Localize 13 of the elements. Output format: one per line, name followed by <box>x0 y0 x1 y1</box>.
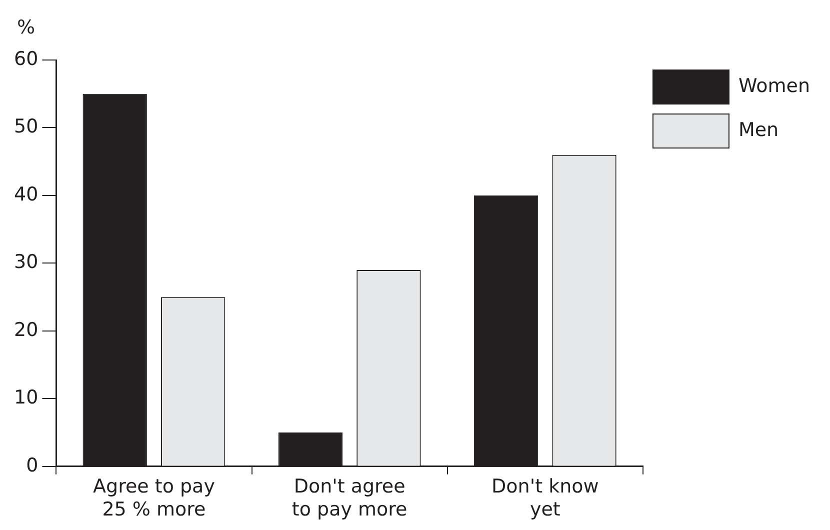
y-tick-label: 60 <box>14 48 38 70</box>
x-tick-label: Don't know yet <box>492 476 599 521</box>
y-tick-label: 40 <box>14 183 38 206</box>
y-tick-label: 20 <box>14 318 38 341</box>
y-axis-title: % <box>16 16 36 38</box>
y-tick-label: 10 <box>14 386 38 409</box>
x-tick-label: Don't agree to pay more <box>292 476 408 521</box>
y-tick-label: 30 <box>14 251 38 274</box>
legend-label: Women <box>738 74 810 97</box>
y-tick-label: 50 <box>14 116 38 138</box>
y-tick-label: 0 <box>26 454 38 476</box>
x-tick-label: Agree to pay 25 % more <box>93 476 215 521</box>
legend-label: Men <box>738 118 779 141</box>
